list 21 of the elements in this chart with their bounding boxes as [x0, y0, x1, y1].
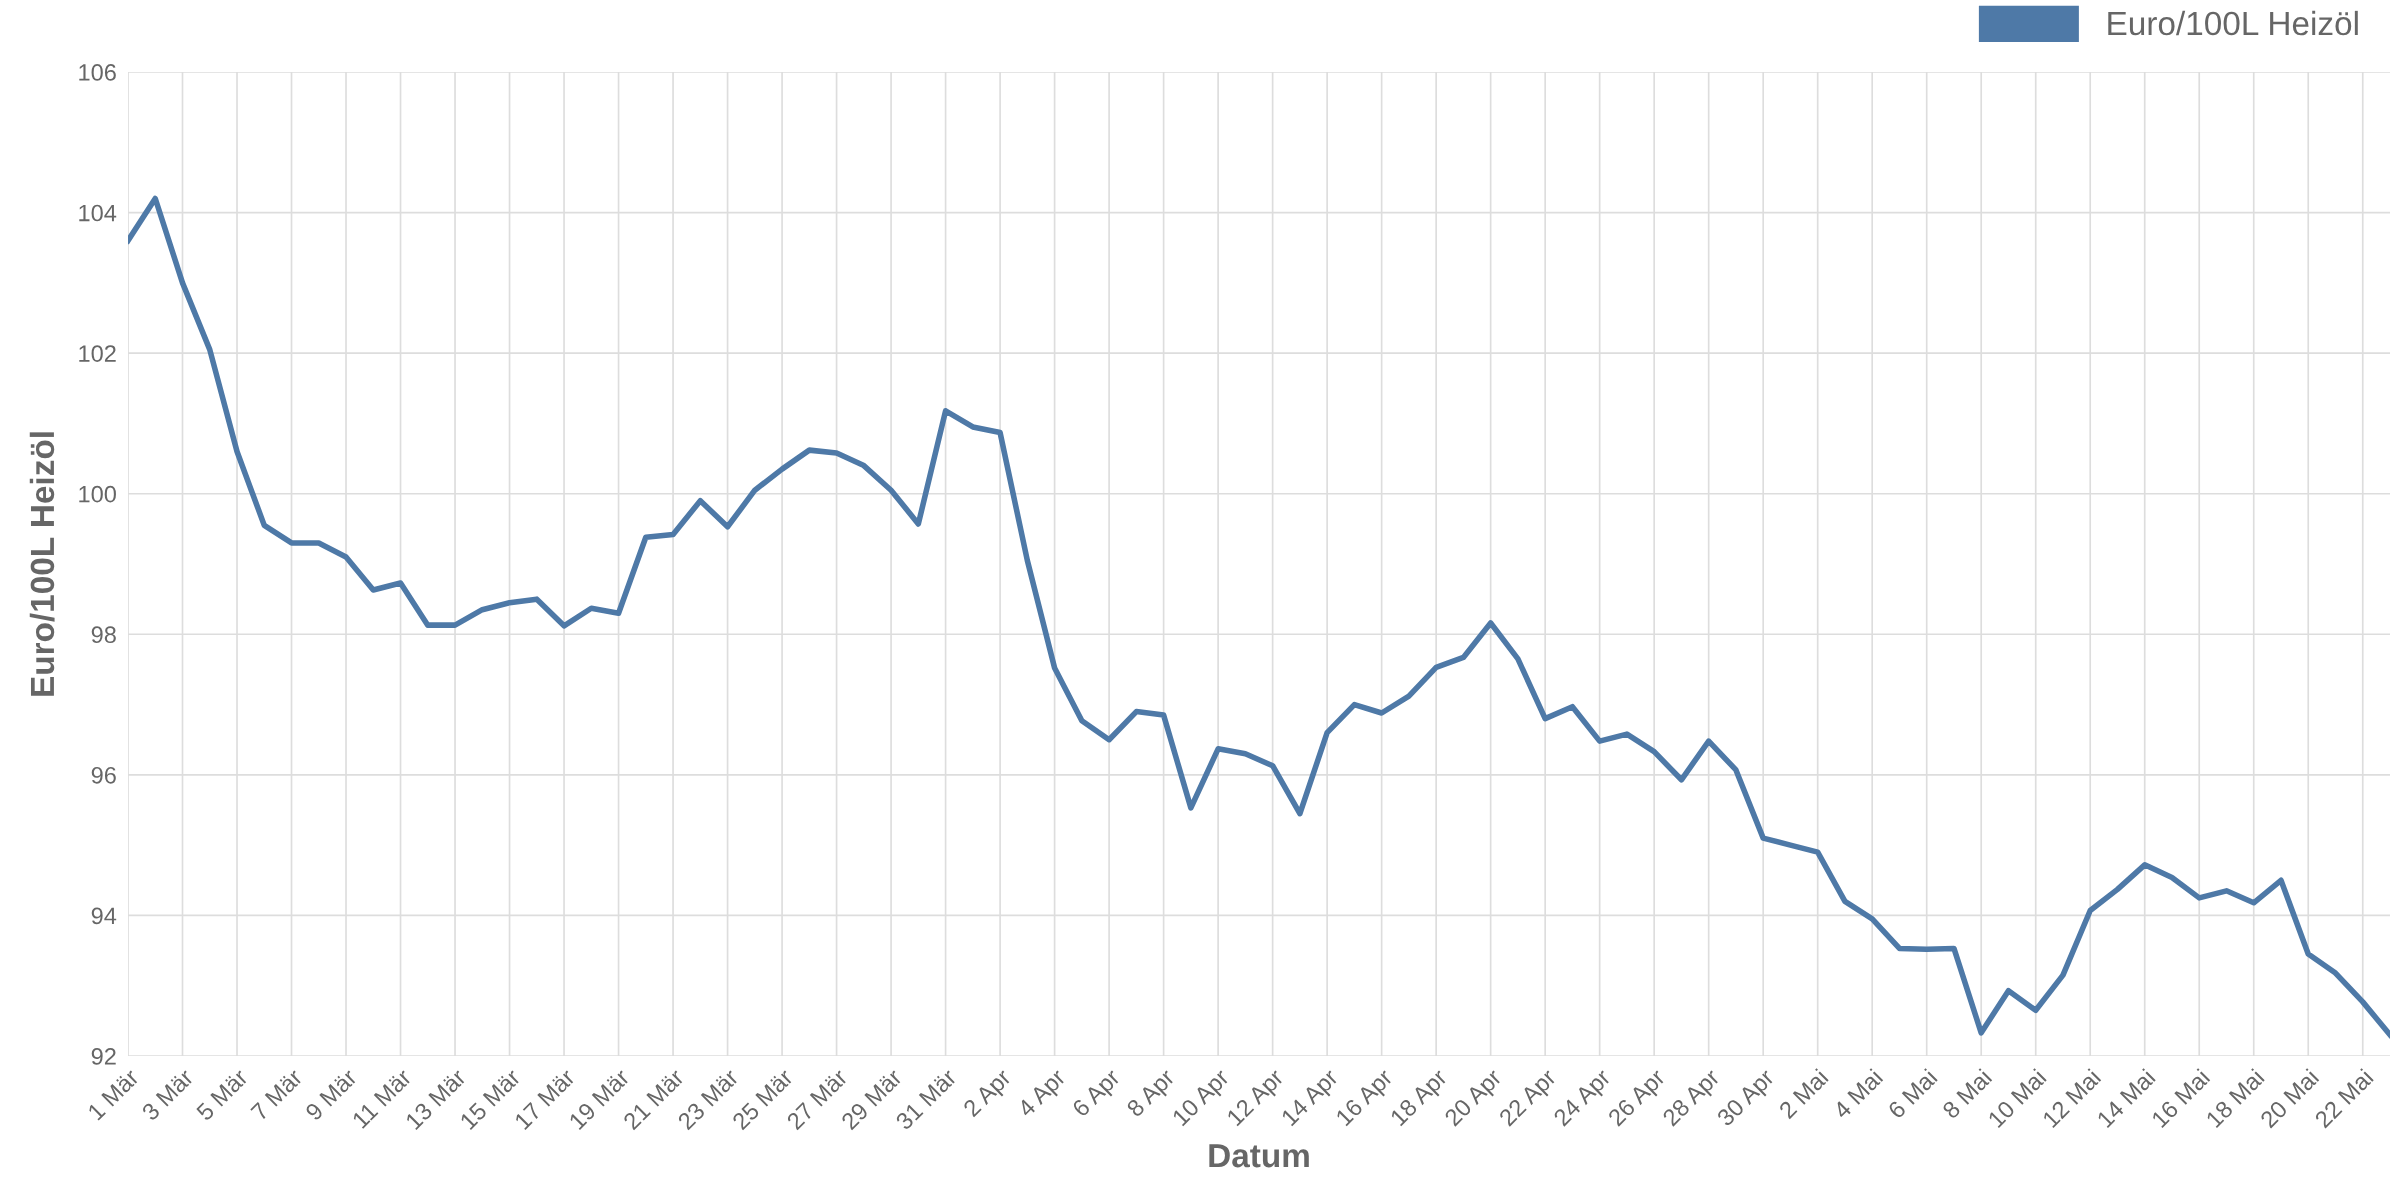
- y-tick-label: 96: [91, 766, 116, 784]
- x-tick-label: 4 Apr: [1016, 1068, 1070, 1122]
- x-tick-label: 6 Mai: [1886, 1068, 1938, 1120]
- y-tick-label: 92: [91, 1048, 116, 1065]
- y-tick-label: 104: [79, 204, 117, 222]
- y-tick-label: 98: [91, 626, 116, 644]
- x-tick-label: 5 Mär: [195, 1068, 249, 1122]
- x-tick-label: 7 Mär: [250, 1068, 304, 1122]
- x-tick-label: 2 Mai: [1777, 1068, 1829, 1120]
- x-tick-label: 4 Mai: [1831, 1068, 1884, 1120]
- y-tick-label: 102: [79, 345, 116, 362]
- x-axis-title: Datum: [1209, 1144, 1309, 1168]
- legend-label: Euro/100L Heizöl: [2108, 10, 2358, 36]
- y-tick-label: 100: [79, 485, 116, 503]
- x-tick-label: 1 Mär: [87, 1068, 140, 1121]
- x-tick-label: 2 Apr: [962, 1067, 1016, 1121]
- y-tick-label: 106: [79, 64, 116, 81]
- x-tick-label: 3 Mär: [140, 1067, 195, 1122]
- y-axis-title: Euro/100L Heizöl: [29, 432, 55, 696]
- x-tick-label: 6 Apr: [1071, 1067, 1125, 1121]
- y-tick-label: 94: [91, 907, 117, 925]
